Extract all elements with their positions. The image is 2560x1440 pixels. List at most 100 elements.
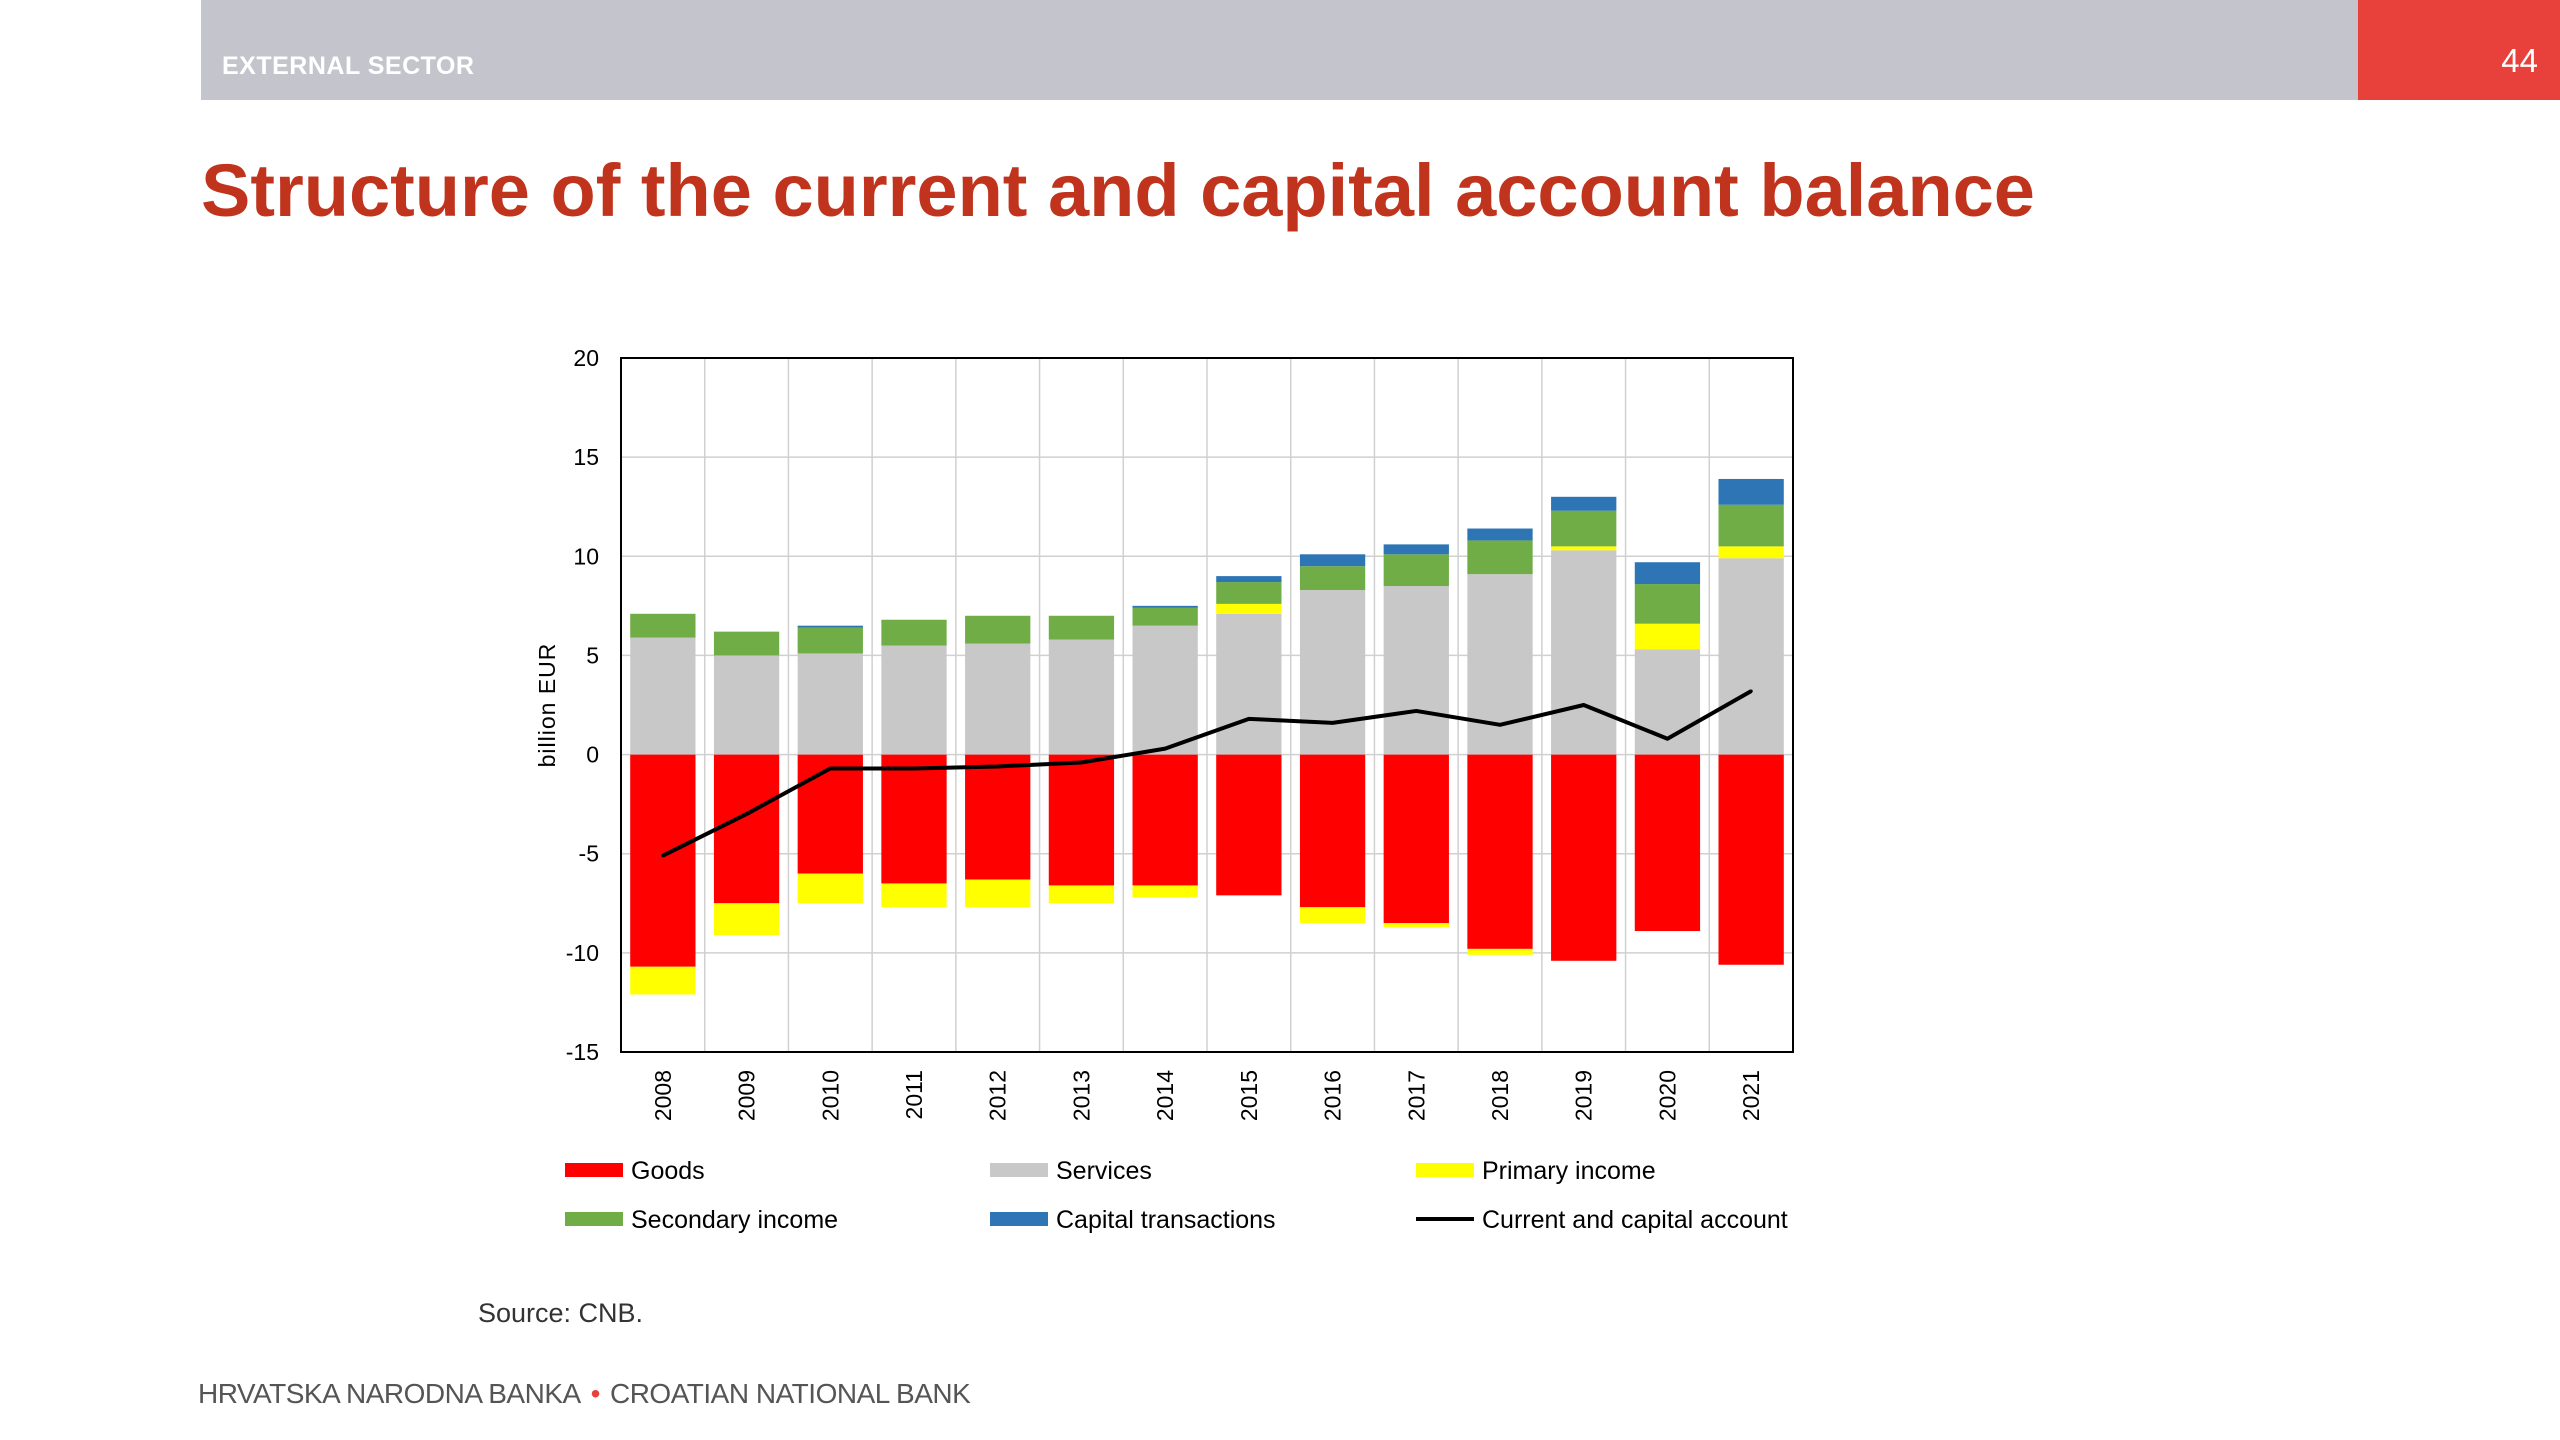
bar-goods: [1718, 754, 1784, 965]
bar-primary-income: [1634, 623, 1701, 650]
x-tick-label: 2011: [901, 1070, 927, 1119]
x-tick-label: 2016: [1320, 1070, 1346, 1121]
x-tick-label: 2020: [1654, 1070, 1680, 1121]
bar-capital-transactions: [1299, 554, 1366, 567]
legend-label: Primary income: [1482, 1157, 1656, 1185]
bar-primary-income: [1299, 907, 1366, 924]
legend-label: Services: [1056, 1157, 1152, 1185]
bar-goods: [881, 754, 947, 884]
bar-services: [881, 645, 947, 755]
bar-secondary-income: [1551, 510, 1617, 547]
section-label: EXTERNAL SECTOR: [222, 52, 475, 80]
x-tick-label: 2008: [650, 1070, 676, 1121]
bar-goods: [965, 754, 1031, 880]
bar-secondary-income: [965, 615, 1031, 644]
bar-primary-income: [881, 883, 947, 908]
legend-swatch: [565, 1212, 623, 1226]
header-bar: [201, 0, 2358, 100]
bar-primary-income: [1132, 885, 1198, 898]
y-tick-label: -10: [566, 940, 599, 966]
bar-goods: [1216, 754, 1282, 896]
legend-label: Secondary income: [631, 1206, 838, 1234]
line-point: [828, 766, 832, 771]
x-tick-label: 2013: [1068, 1070, 1094, 1121]
bar-goods: [1634, 754, 1701, 932]
legend-label: Capital transactions: [1056, 1206, 1276, 1234]
page-number: 44: [2501, 42, 2538, 79]
x-tick-label: 2012: [985, 1070, 1011, 1121]
bar-services: [1132, 625, 1198, 755]
x-tick-label: 2019: [1571, 1070, 1597, 1121]
bar-services: [1467, 574, 1533, 755]
bar-primary-income: [965, 879, 1031, 908]
x-tick-label: 2017: [1403, 1070, 1429, 1121]
bar-secondary-income: [797, 627, 863, 654]
line-point: [1163, 747, 1167, 751]
legend-label: Current and capital account: [1482, 1206, 1788, 1234]
bar-capital-transactions: [1132, 605, 1198, 608]
bar-services: [1048, 639, 1115, 755]
bar-services: [797, 653, 863, 755]
line-point: [1749, 689, 1753, 693]
legend-swatch: [565, 1163, 623, 1177]
bar-primary-income: [630, 966, 696, 995]
bar-goods: [713, 754, 780, 904]
bar-services: [1718, 558, 1784, 755]
y-axis-label: billion EUR: [534, 643, 560, 768]
line-point: [1247, 717, 1251, 721]
bar-secondary-income: [630, 613, 696, 638]
y-tick-label: 20: [573, 345, 599, 371]
bar-primary-income: [1467, 948, 1533, 955]
bar-secondary-income: [1048, 615, 1115, 640]
line-point: [1414, 709, 1418, 713]
x-tick-label: 2014: [1152, 1070, 1178, 1121]
bar-secondary-income: [1383, 554, 1449, 587]
bar-primary-income: [1048, 885, 1115, 904]
bar-capital-transactions: [1383, 544, 1449, 555]
y-tick-label: 15: [573, 444, 599, 470]
bar-capital-transactions: [1718, 478, 1784, 505]
bar-goods: [1132, 754, 1198, 886]
bar-goods: [1299, 754, 1366, 908]
line-point: [661, 854, 665, 858]
bar-services: [1551, 550, 1617, 755]
line-point: [1582, 703, 1586, 707]
x-tick-label: 2009: [734, 1070, 760, 1121]
bar-secondary-income: [1299, 566, 1366, 590]
bar-primary-income: [1718, 546, 1784, 559]
line-current-and-capital-account: [661, 689, 1753, 858]
bar-primary-income: [1383, 923, 1449, 928]
bar-services: [1299, 589, 1366, 755]
line-point: [744, 812, 749, 816]
bar-goods: [1048, 754, 1115, 886]
y-tick-label: 0: [586, 742, 599, 768]
bar-capital-transactions: [1634, 562, 1701, 585]
line-point: [912, 766, 916, 771]
line-point: [1079, 760, 1084, 765]
bar-capital-transactions: [1216, 576, 1282, 583]
legend-swatch: [990, 1212, 1048, 1226]
page-number-box: 44: [2358, 0, 2560, 100]
source-note: Source: CNB.: [478, 1298, 644, 1328]
x-tick-label: 2018: [1487, 1070, 1513, 1121]
bar-secondary-income: [1634, 584, 1701, 624]
bar-services: [965, 643, 1031, 755]
x-tick-label: 2010: [817, 1070, 843, 1121]
bar-primary-income: [1551, 546, 1617, 551]
bar-primary-income: [1216, 603, 1282, 614]
line-point: [996, 764, 1000, 769]
bar-primary-income: [797, 873, 863, 904]
bar-primary-income: [713, 903, 780, 936]
bar-secondary-income: [1132, 607, 1198, 626]
plot-frame: [620, 357, 1794, 1053]
bar-services: [1383, 586, 1449, 755]
y-tick-label: -5: [579, 841, 599, 867]
y-tick-label: -15: [566, 1039, 599, 1065]
footer-left: HRVATSKA NARODNA BANKA: [198, 1378, 581, 1409]
bar-secondary-income: [881, 619, 947, 646]
legend-label: Goods: [631, 1157, 705, 1185]
bar-goods: [797, 754, 863, 874]
bar-secondary-income: [1467, 540, 1533, 575]
bar-secondary-income: [1718, 504, 1784, 547]
